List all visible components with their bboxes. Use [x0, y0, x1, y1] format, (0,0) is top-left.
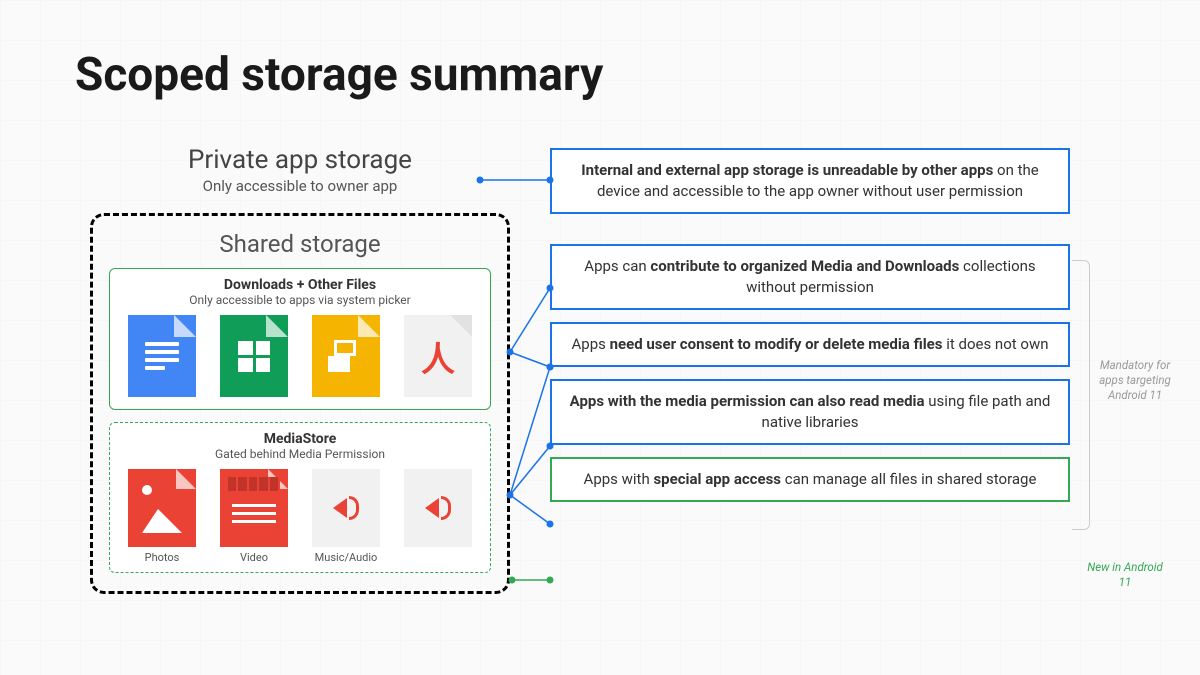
mandatory-label: Mandatory for apps targeting Android 11 — [1095, 358, 1175, 403]
media-music: Music/Audio — [310, 469, 382, 564]
media-title: MediaStore — [120, 431, 480, 447]
shared-storage-box: Shared storage Downloads + Other Files O… — [90, 213, 510, 594]
info-box-read-media: Apps with the media permission can also … — [550, 379, 1070, 445]
docs-file-icon — [128, 315, 196, 397]
right-column: Internal and external app storage is unr… — [550, 148, 1070, 502]
info-box-contribute: Apps can contribute to organized Media a… — [550, 244, 1070, 310]
info-box-consent: Apps need user consent to modify or dele… — [550, 322, 1070, 367]
private-subtitle: Only accessible to owner app — [90, 177, 510, 195]
shared-title: Shared storage — [109, 230, 491, 258]
new-label: New in Android 11 — [1085, 560, 1165, 590]
mediastore-box: MediaStore Gated behind Media Permission… — [109, 422, 491, 573]
private-storage-header: Private app storage Only accessible to o… — [90, 145, 510, 195]
sheets-file-icon — [220, 315, 288, 397]
media-audio — [402, 469, 474, 564]
info-box-private: Internal and external app storage is unr… — [550, 148, 1070, 214]
left-column: Private app storage Only accessible to o… — [90, 145, 510, 594]
info-box-special-access: Apps with special app access can manage … — [550, 457, 1070, 502]
media-photos: Photos — [126, 469, 198, 564]
page-title: Scoped storage summary — [75, 48, 603, 102]
file-icon-row: 人 — [120, 315, 480, 397]
downloads-box: Downloads + Other Files Only accessible … — [109, 268, 491, 410]
downloads-title: Downloads + Other Files — [120, 277, 480, 293]
downloads-subtitle: Only accessible to apps via system picke… — [120, 293, 480, 307]
media-icon-row: Photos Video Music/Audio — [120, 469, 480, 564]
pdf-file-icon: 人 — [404, 315, 472, 397]
slides-file-icon — [312, 315, 380, 397]
media-video: Video — [218, 469, 290, 564]
media-subtitle: Gated behind Media Permission — [120, 447, 480, 461]
mandatory-bracket — [1072, 260, 1090, 530]
private-title: Private app storage — [90, 145, 510, 175]
